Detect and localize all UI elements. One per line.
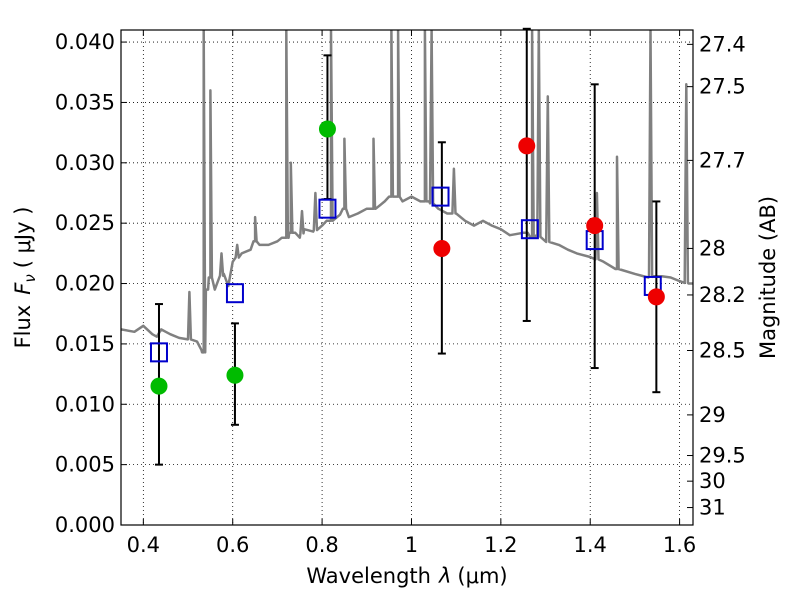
y2-tick-label: 28.5 [699, 338, 746, 362]
model-square-point [318, 198, 337, 219]
red-data-point [433, 240, 451, 258]
x-tick-label: 1.4 [574, 533, 607, 557]
green-data-point [226, 366, 244, 384]
red-data-point [647, 288, 665, 306]
x-tick-label: 0.4 [127, 533, 160, 557]
y2-tick-label: 31 [699, 496, 726, 520]
x-tick-label: 1.2 [484, 533, 517, 557]
plot-frame [120, 29, 694, 526]
y2-tick-label: 27.4 [699, 32, 746, 56]
x-tick-label: 1.6 [663, 533, 696, 557]
y2-tick-label: 29 [699, 403, 726, 427]
y-tick-label: 0.040 [55, 30, 115, 54]
model-square-point [520, 219, 539, 240]
y-tick-label: 0.015 [55, 332, 115, 356]
data-points [149, 120, 665, 395]
red-data-point [586, 217, 604, 235]
x-axis-label: Wavelength λ (μm) [306, 564, 507, 588]
model-square-point [431, 186, 450, 207]
y2-tick-label: 27.7 [699, 148, 746, 172]
y-tick-label: 0.010 [55, 392, 115, 416]
spectrum-line [121, 30, 693, 354]
y-axis-label: FluxFν( μJy ) [11, 207, 39, 349]
axis-ticks: 0.4 0.6 0.8 1 1.2 1.4 1.6 0.000 0.005 0.010 0.015 0… [55, 30, 746, 557]
x-tick-label: 0.8 [305, 533, 338, 557]
y-tick-label: 0.020 [55, 272, 115, 296]
y2-tick-label: 28 [699, 236, 726, 260]
y2-tick-label: 29.5 [699, 444, 746, 468]
x-tick-label: 0.6 [216, 533, 249, 557]
green-data-point [150, 377, 168, 395]
y2-tick-label: 28.2 [699, 283, 746, 307]
y-tick-label: 0.005 [55, 453, 115, 477]
model-square-point [149, 342, 168, 363]
model-square-point [225, 283, 244, 304]
y-tick-label: 0.035 [55, 90, 115, 114]
y-tick-label: 0.000 [55, 513, 115, 537]
spectrum-group [121, 30, 693, 354]
red-data-point [518, 137, 536, 155]
green-data-point [318, 120, 336, 138]
x-tick-label: 1 [405, 533, 418, 557]
y2-tick-label: 30 [699, 469, 726, 493]
y2-axis-label: Magnitude (AB) [756, 196, 780, 359]
y2-tick-label: 27.5 [699, 75, 746, 99]
y-tick-label: 0.030 [55, 151, 115, 175]
y-tick-label: 0.025 [55, 211, 115, 235]
